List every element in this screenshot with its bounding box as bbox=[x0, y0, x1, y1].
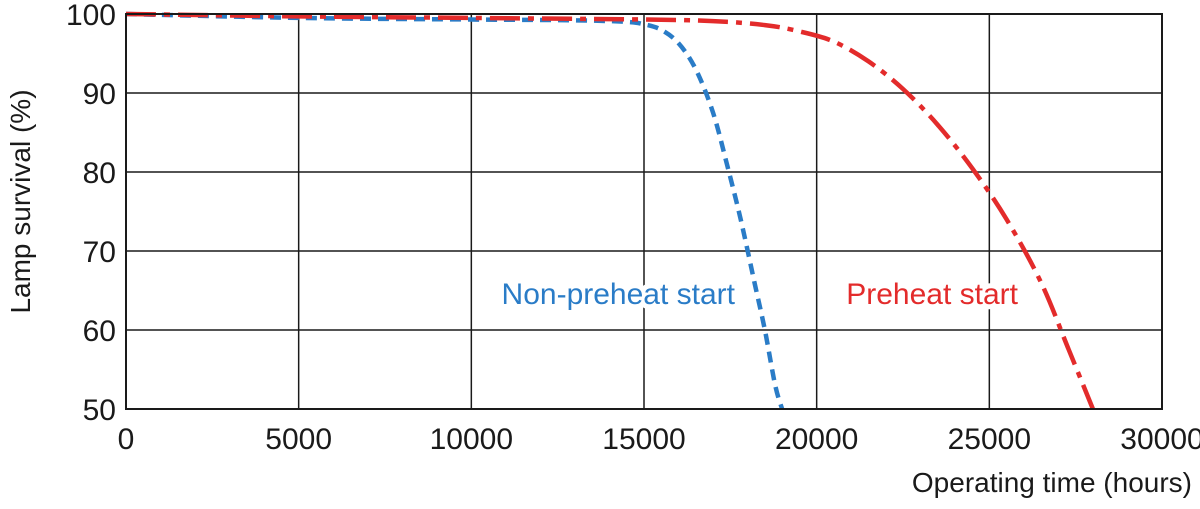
y-axis-label: Lamp survival (%) bbox=[5, 89, 36, 313]
x-tick-label: 15000 bbox=[602, 423, 685, 456]
y-tick-labels: 50 60 70 80 90 100 bbox=[66, 0, 116, 427]
x-tick-label: 25000 bbox=[948, 423, 1031, 456]
grid-lines bbox=[126, 14, 1162, 409]
series-line-preheat bbox=[125, 11, 1095, 410]
plot-frame bbox=[125, 13, 1163, 410]
x-tick-label: 0 bbox=[118, 423, 135, 456]
series-label-non-preheat: Non-preheat start bbox=[502, 278, 736, 311]
series-line-non-preheat bbox=[125, 11, 785, 410]
series-lines bbox=[125, 11, 1095, 410]
x-axis-label: Operating time (hours) bbox=[912, 467, 1192, 498]
y-tick-label: 90 bbox=[83, 78, 116, 111]
y-tick-label: 60 bbox=[83, 315, 116, 348]
series-labels: Non-preheat start Preheat start bbox=[497, 273, 1024, 316]
x-tick-label: 5000 bbox=[265, 423, 332, 456]
x-tick-label: 10000 bbox=[430, 423, 513, 456]
y-tick-label: 70 bbox=[83, 236, 116, 269]
x-tick-labels: 0 5000 10000 15000 20000 25000 30000 bbox=[118, 423, 1200, 456]
x-tick-label: 30000 bbox=[1120, 423, 1200, 456]
y-tick-label: 50 bbox=[83, 394, 116, 427]
y-tick-label: 80 bbox=[83, 157, 116, 190]
y-tick-label: 100 bbox=[66, 0, 116, 32]
series-label-preheat: Preheat start bbox=[846, 278, 1018, 311]
x-tick-label: 20000 bbox=[775, 423, 858, 456]
